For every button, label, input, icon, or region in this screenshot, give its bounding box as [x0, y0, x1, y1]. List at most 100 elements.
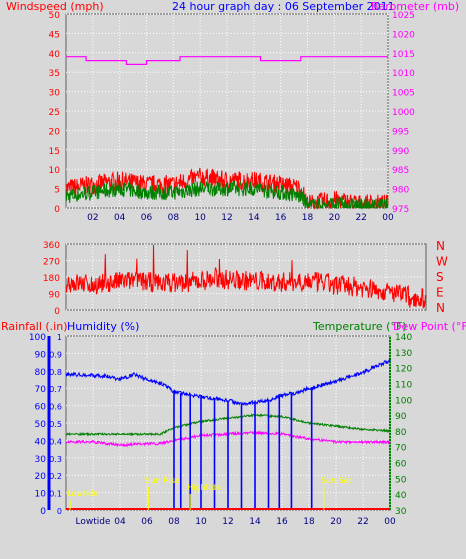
temperature-tick-label: 60	[395, 460, 407, 470]
humidity-tick-label: 100	[29, 333, 46, 343]
direction-tick-label: 360	[43, 241, 60, 251]
rainfall-tick-label: 0.5	[49, 420, 62, 429]
average-windspeed-series-line	[65, 179, 389, 210]
temperature-axis-label: Temperature (°F)	[312, 320, 407, 333]
barometer-tick-label: 1005	[392, 89, 415, 99]
rainfall-tick-label: 0	[57, 507, 62, 516]
direction-tick-label: 90	[49, 291, 61, 301]
barometer-tick-label: 1010	[392, 69, 415, 79]
compass-letter: N	[436, 301, 445, 315]
barometer-tick-label: 1025	[392, 11, 415, 21]
humidity-tick-label: 30	[35, 455, 47, 465]
dewpoint-axis-label: Dew Point (°F)	[393, 320, 466, 333]
direction-ticks: 0 90 180 270 360	[43, 241, 60, 317]
x-tick-label: 20	[329, 213, 341, 223]
humidity-tick-label: 60	[35, 403, 47, 413]
windspeed-tick-label: 10	[49, 166, 61, 176]
x-tick-label: 00	[382, 213, 394, 223]
x-tick-label: 22	[355, 213, 366, 223]
temperature-tick-label: 40	[395, 491, 407, 501]
x-tick-label: 10	[194, 213, 206, 223]
temperature-tick-label: 100	[395, 396, 412, 406]
barometer-tick-label: 975	[392, 205, 409, 215]
barometer-ticks: 975 980 985 990 995 1000 1005 1010 1015 1020 1025	[392, 11, 415, 215]
compass-letter: N	[436, 239, 445, 253]
rainfall-tick-label: 0.6	[49, 403, 62, 412]
x-tick-label: 04	[114, 213, 126, 223]
windspeed-tick-label: 15	[49, 147, 60, 157]
windspeed-tick-label: 35	[49, 69, 60, 79]
x-tick-label: Lowtide	[75, 517, 110, 527]
annotation-label: Lowtide	[67, 489, 98, 498]
humidity-tick-label: 0	[40, 507, 46, 517]
rainfall-tick-label: 0.2	[49, 472, 62, 481]
barometer-tick-label: 1000	[392, 108, 415, 118]
x-tick-label: 00	[384, 517, 396, 527]
humidity-tick-label: 10	[35, 490, 47, 500]
rainfall-tick-label: 0.4	[49, 437, 62, 446]
panel-humidity-data	[65, 357, 391, 510]
x-tick-label: 12	[221, 213, 232, 223]
rainfall-ticks: 0 0.1 0.2 0.3 0.4 0.5 0.6 0.7 0.8 0.9 1	[49, 333, 62, 516]
rainfall-tick-label: 0.1	[49, 490, 62, 499]
barometer-tick-label: 990	[392, 147, 409, 157]
x-tick-label: 12	[222, 517, 233, 527]
barometer-tick-label: 1020	[392, 30, 415, 40]
direction-tick-label: 0	[54, 307, 60, 317]
temperature-tick-label: 80	[395, 428, 407, 438]
barometer-tick-label: 995	[392, 127, 409, 137]
rainfall-tick-label: 0.3	[49, 455, 62, 464]
windspeed-tick-label: 30	[49, 89, 61, 99]
barometer-tick-label: 1015	[392, 50, 415, 60]
temperature-tick-label: 130	[395, 349, 412, 359]
panel-humidity-x-ticks: Lowtide 04 06 08 10 12 14 16 18 20 22 00	[75, 517, 396, 527]
humidity-tick-label: 20	[35, 472, 47, 482]
temperature-ticks: 30 40 50 60 70 80 90 100 110 120 130 140	[395, 333, 412, 517]
tide-sun-annotations: Lowtide Sun Rise Hightide Sun Set	[67, 476, 352, 510]
temperature-tick-label: 50	[395, 475, 407, 485]
rainfall-tick-label: 0.8	[49, 368, 62, 377]
windspeed-tick-label: 25	[49, 108, 60, 118]
annotation-label: Hightide	[187, 483, 221, 492]
humidity-axis-label: Humidity (%)	[67, 320, 139, 333]
windspeed-tick-label: 0	[54, 205, 60, 215]
temperature-tick-label: 90	[395, 412, 407, 422]
barometer-tick-label: 980	[392, 186, 409, 196]
barometer-tick-label: 985	[392, 166, 409, 176]
humidity-tick-label: 40	[35, 437, 47, 447]
rainfall-tick-label: 1	[57, 333, 62, 342]
compass-letter: E	[436, 286, 444, 300]
panel-wind-data	[65, 56, 389, 210]
annotation-label: Sun Rise	[145, 476, 180, 485]
temperature-tick-label: 70	[395, 444, 407, 454]
x-tick-label: 06	[141, 213, 153, 223]
x-tick-label: 18	[302, 213, 314, 223]
humidity-tick-label: 50	[35, 420, 47, 430]
windspeed-tick-label: 20	[49, 127, 61, 137]
temperature-tick-label: 120	[395, 365, 412, 375]
humidity-tick-label: 90	[35, 350, 47, 360]
barometer-series-line	[66, 56, 388, 66]
rainfall-axis-label: Rainfall (.in)	[1, 320, 68, 333]
temperature-tick-label: 140	[395, 333, 412, 343]
panel-direction-data	[65, 244, 427, 309]
wind-direction-series-line	[65, 244, 427, 309]
x-tick-label: 16	[276, 517, 288, 527]
direction-tick-label: 270	[43, 258, 60, 268]
barometer-axis-label: Barometer (mb)	[371, 0, 459, 13]
x-tick-label: 22	[357, 517, 368, 527]
x-tick-label: 18	[303, 517, 315, 527]
x-tick-label: 02	[87, 213, 98, 223]
compass-letter: S	[436, 270, 444, 284]
x-tick-label: 16	[275, 213, 287, 223]
windspeed-ticks: 0 5 10 15 20 25 30 35 40 45 50	[49, 11, 61, 215]
x-tick-label: 10	[195, 517, 207, 527]
direction-tick-label: 180	[43, 274, 60, 284]
x-tick-label: 06	[141, 517, 153, 527]
windspeed-tick-label: 40	[49, 50, 61, 60]
x-tick-label: 08	[168, 517, 180, 527]
windspeed-tick-label: 45	[49, 30, 60, 40]
